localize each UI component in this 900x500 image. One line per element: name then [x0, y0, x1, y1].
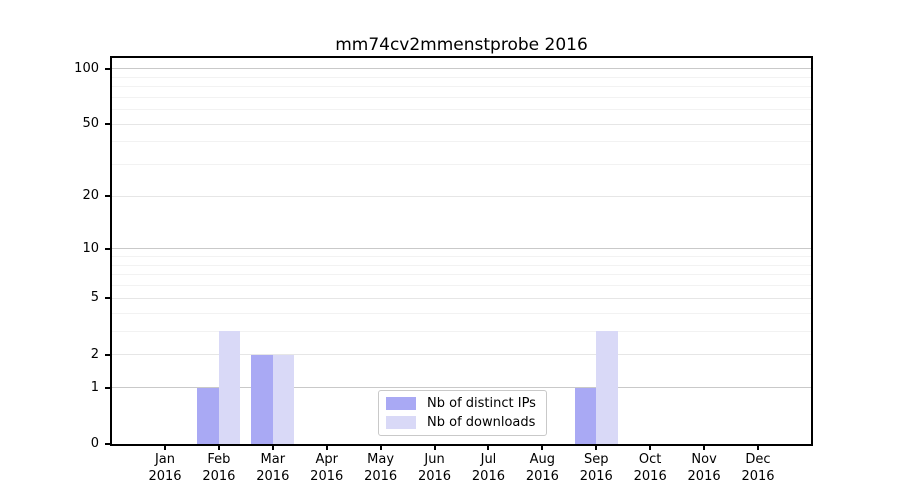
y-tick-mark: [105, 353, 112, 356]
x-tick-label: Oct 2016: [618, 451, 682, 485]
legend-entry: Nb of distinct IPs: [386, 396, 546, 411]
y-tick-label: 0: [90, 436, 99, 451]
x-tick-mark: [757, 444, 759, 450]
x-tick-mark: [649, 444, 652, 450]
x-tick-month: Aug: [529, 452, 556, 467]
x-tick-year: 2016: [579, 469, 613, 484]
y-tick-label: 1: [90, 379, 99, 395]
x-tick-label: Nov 2016: [672, 451, 736, 485]
gridline: [112, 68, 811, 70]
x-tick-year: 2016: [364, 469, 398, 484]
x-tick-month: Jan: [154, 452, 176, 467]
gridline: [112, 248, 811, 250]
x-tick-month: Feb: [207, 452, 231, 467]
y-tick-label: 100: [74, 60, 99, 76]
gridline: [112, 109, 811, 111]
gridline: [112, 285, 811, 287]
gridline: [112, 164, 811, 166]
x-tick-month: May: [367, 452, 395, 467]
gridline: [112, 330, 811, 332]
x-tick-label: Apr 2016: [295, 451, 359, 485]
x-tick-label: Dec 2016: [726, 451, 790, 485]
y-tick-label: 50: [82, 116, 99, 132]
x-tick-month: Oct: [638, 452, 662, 467]
chart-title: mm74cv2mmenstprobe 2016: [335, 35, 588, 55]
x-tick-mark: [487, 444, 490, 450]
legend: Nb of distinct IPs Nb of downloads: [378, 390, 547, 436]
x-tick-mark: [433, 444, 436, 450]
gridline: [112, 274, 811, 276]
gridline: [112, 195, 811, 197]
x-tick-year: 2016: [417, 469, 452, 484]
x-tick-year: 2016: [310, 469, 344, 484]
x-tick-year: 2016: [256, 469, 290, 484]
bar-distinct-ips: [251, 354, 273, 444]
x-tick-mark: [271, 444, 274, 450]
x-tick-label: Jun 2016: [403, 451, 467, 485]
bar-downloads: [218, 331, 241, 444]
y-tick-mark: [105, 123, 112, 126]
gridline: [112, 354, 811, 356]
x-tick-mark: [217, 444, 220, 450]
x-tick-month: Mar: [260, 452, 286, 467]
x-tick-label: Aug 2016: [510, 451, 574, 485]
gridline: [112, 387, 811, 389]
bar-distinct-ips: [197, 387, 219, 444]
y-tick-label: 10: [82, 240, 99, 256]
x-tick-year: 2016: [202, 469, 236, 484]
x-tick-label: Jan 2016: [133, 451, 197, 485]
gridline: [112, 264, 811, 266]
y-tick-mark: [105, 386, 112, 389]
x-tick-year: 2016: [148, 469, 182, 484]
legend-label-downloads: Nb of downloads: [427, 415, 536, 431]
x-tick-month: Jun: [424, 452, 445, 467]
x-tick-label: Mar 2016: [241, 451, 305, 485]
y-tick-label: 2: [90, 346, 99, 362]
legend-swatch-distinct-ips: [386, 396, 416, 410]
x-tick-label: May 2016: [349, 451, 413, 485]
x-tick-month: Sep: [584, 452, 609, 467]
y-tick-mark: [105, 67, 112, 70]
bar-distinct-ips: [574, 387, 597, 444]
x-tick-month: Dec: [745, 452, 771, 467]
y-tick-label: 20: [82, 188, 99, 204]
y-tick-mark: [105, 247, 112, 250]
x-tick-year: 2016: [633, 469, 667, 484]
x-tick-mark: [541, 444, 544, 450]
x-tick-label: Feb 2016: [187, 451, 251, 485]
x-tick-month: Jul: [480, 452, 497, 467]
x-tick-label: Jul 2016: [456, 451, 520, 485]
gridline: [112, 96, 811, 98]
gridline: [112, 76, 811, 78]
x-tick-year: 2016: [741, 469, 775, 484]
y-tick-mark: [105, 297, 112, 300]
legend-entry: Nb of downloads: [386, 415, 546, 430]
gridline: [112, 297, 811, 299]
y-tick-mark: [105, 443, 112, 445]
legend-swatch-downloads: [386, 416, 416, 430]
x-tick-year: 2016: [525, 469, 559, 484]
y-tick-mark: [105, 195, 112, 198]
gridline: [112, 312, 811, 314]
bar-downloads: [596, 331, 618, 444]
x-tick-mark: [703, 444, 706, 450]
x-tick-year: 2016: [471, 469, 505, 484]
gridline: [112, 256, 811, 258]
gridline: [112, 123, 811, 125]
x-tick-mark: [325, 444, 328, 450]
x-tick-label: Sep 2016: [564, 451, 628, 485]
x-tick-year: 2016: [687, 469, 721, 484]
x-tick-month: Nov: [691, 452, 717, 467]
plot-area: [112, 58, 811, 444]
gridline: [112, 86, 811, 87]
x-tick-mark: [379, 444, 382, 450]
x-tick-mark: [164, 444, 166, 450]
x-tick-month: Apr: [315, 452, 338, 467]
legend-label-distinct-ips: Nb of distinct IPs: [427, 395, 536, 411]
bar-downloads: [272, 354, 295, 444]
x-tick-mark: [595, 444, 598, 450]
gridline: [112, 141, 811, 143]
y-tick-label: 5: [90, 290, 99, 306]
